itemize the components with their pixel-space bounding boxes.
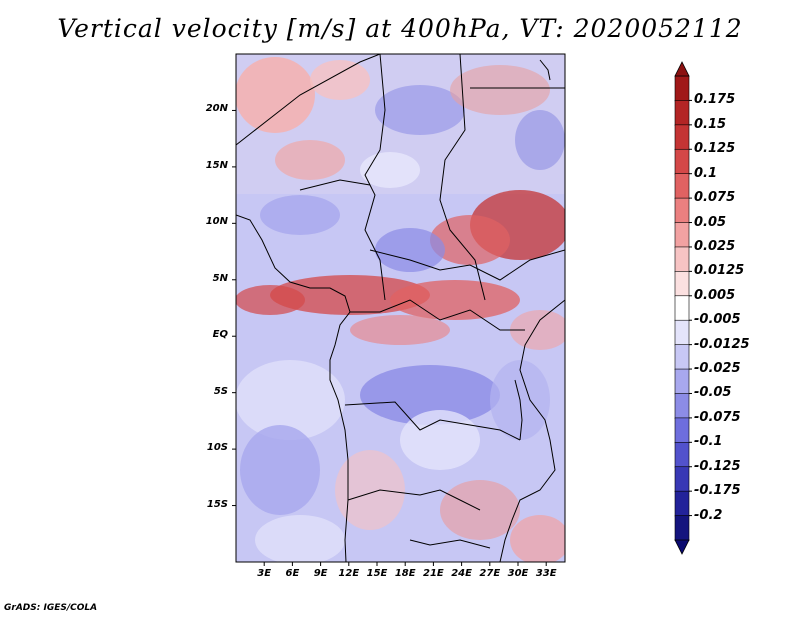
lon-label: 6E	[285, 568, 300, 579]
lon-label: 9E	[313, 568, 328, 579]
colorbar-level-label: -0.025	[694, 361, 741, 377]
colorbar-segment	[674, 442, 690, 468]
lat-label: 5S	[213, 385, 228, 397]
colorbar-level-label: 0.125	[694, 141, 736, 157]
colorbar-segment	[674, 222, 690, 248]
lon-label: 15E	[366, 568, 388, 579]
colorbar-level-label: 0.075	[694, 190, 736, 206]
lat-label: 15S	[206, 498, 228, 510]
grads-credit: GrADS: IGES/COLA	[4, 603, 98, 613]
lat-label: 5N	[212, 272, 228, 284]
lon-label: 33E	[535, 568, 557, 579]
axis-ticks	[232, 109, 547, 566]
colorbar-level-label: 0.005	[694, 287, 736, 303]
colorbar-level-label: 0.175	[694, 92, 736, 108]
velocity-field	[236, 54, 565, 562]
colorbar-level-label: -0.2	[694, 507, 723, 523]
colorbar-level-label: 0.025	[694, 238, 736, 254]
lon-label: 30E	[507, 568, 529, 579]
colorbar-segment	[674, 490, 690, 517]
colorbar-level-label: -0.05	[694, 385, 732, 401]
colorbar-segment	[674, 368, 690, 395]
colorbar	[674, 61, 692, 555]
colorbar-level-label: 0.05	[694, 214, 727, 230]
colorbar-level-label: -0.125	[694, 458, 741, 474]
colorbar-segment	[674, 173, 690, 199]
colorbar-segment	[674, 344, 690, 370]
coastlines-borders	[236, 54, 565, 562]
lon-label: 21E	[423, 568, 444, 579]
colorbar-segment	[674, 271, 690, 297]
colorbar-level-label: -0.175	[694, 483, 741, 499]
lat-label: 10S	[206, 442, 228, 454]
map-frame	[235, 53, 566, 563]
lon-label: 18E	[394, 568, 416, 579]
colorbar-segment	[674, 295, 690, 322]
lon-label: 24E	[451, 568, 472, 579]
lat-label: 20N	[205, 103, 228, 115]
colorbar-level-label: -0.005	[694, 312, 741, 328]
lon-label: 12E	[338, 568, 360, 579]
colorbar-segment	[674, 319, 690, 346]
colorbar-level-label: -0.1	[694, 434, 723, 450]
colorbar-min-arrow	[674, 539, 690, 555]
colorbar-level-label: 0.1	[694, 165, 718, 181]
lat-label: EQ	[212, 329, 228, 341]
colorbar-level-label: -0.0125	[694, 336, 750, 352]
lat-label: 15N	[205, 159, 228, 171]
map-title: Vertical velocity [m/s] at 400hPa, VT: 2…	[57, 14, 743, 43]
lon-label: 27E	[479, 568, 501, 579]
colorbar-segment	[674, 246, 690, 273]
colorbar-segment	[674, 197, 690, 224]
colorbar-segment	[674, 393, 690, 419]
colorbar-segment	[674, 100, 690, 126]
colorbar-level-label: 0.15	[694, 116, 727, 132]
lon-label: 3E	[257, 568, 272, 579]
colorbar-level-label: -0.075	[694, 409, 741, 425]
lat-label: 10N	[205, 216, 228, 228]
colorbar-segment	[674, 417, 690, 444]
colorbar-max-arrow	[674, 61, 690, 77]
colorbar-level-label: 0.0125	[694, 263, 745, 279]
colorbar-segment	[674, 75, 690, 102]
colorbar-segment	[674, 124, 690, 151]
colorbar-segment	[674, 515, 690, 541]
colorbar-segment	[674, 466, 690, 492]
colorbar-segment	[674, 148, 690, 175]
